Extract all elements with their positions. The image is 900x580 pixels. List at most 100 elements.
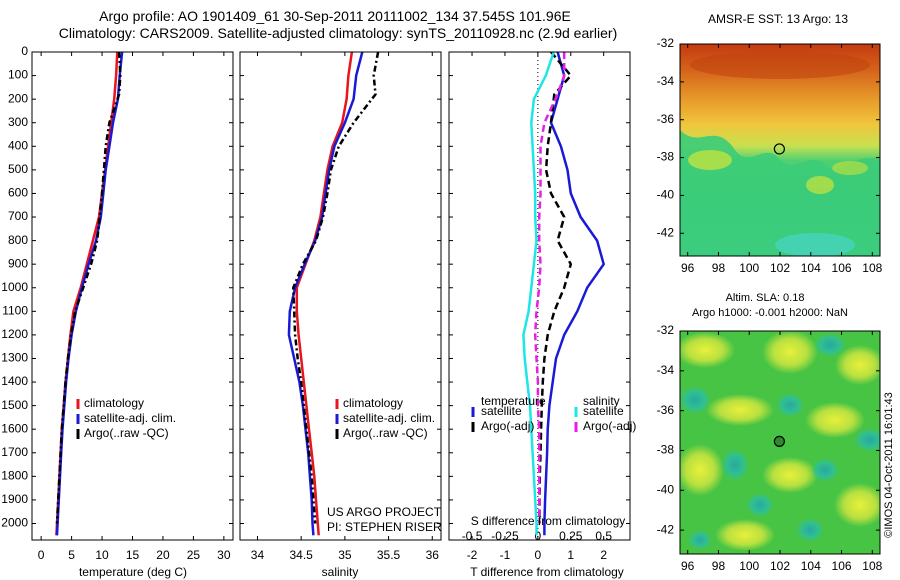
lon-tick-label: 102 <box>770 261 790 275</box>
header-line-1: Argo profile: AO 1901409_61 30-Sep-2011 … <box>99 8 571 24</box>
sst-argo-marker <box>773 143 785 155</box>
x-tick-label: 35 <box>338 548 352 562</box>
lat-tick-label: -32 <box>657 323 675 337</box>
legend-satellite-adj: satellite-adj. clim. <box>343 411 435 425</box>
x-tick-label: 0 <box>535 548 542 562</box>
sla-argo-marker <box>773 435 785 448</box>
watermark: ©IMOS 04-Oct-2011 16:01:43 <box>883 392 895 537</box>
x-tick-label: 20 <box>156 548 170 562</box>
top-x-tick-label: -0.5 <box>462 529 483 543</box>
depth-tick-label: 1600 <box>1 421 28 435</box>
depth-tick-label: 1200 <box>1 327 28 341</box>
series-line-2 <box>292 52 380 524</box>
depth-tick-label: 700 <box>8 209 28 223</box>
lat-tick-label: -42 <box>657 225 675 239</box>
x-tick-label: 0 <box>38 548 45 562</box>
lon-tick-label: 100 <box>739 559 759 573</box>
depth-tick-label: 2000 <box>1 516 28 530</box>
lon-tick-label: 98 <box>712 559 726 573</box>
depth-tick-label: 1800 <box>1 469 28 483</box>
lat-tick-label: -34 <box>657 74 675 88</box>
legend-t-satellite: satellite <box>481 404 522 418</box>
depth-tick-label: 200 <box>8 91 28 105</box>
lon-tick-label: 102 <box>770 559 790 573</box>
sla-map-title-1: Altim. SLA: 0.18 <box>726 292 805 304</box>
x-tick-label: 10 <box>95 548 109 562</box>
x-tick-label: 34.5 <box>289 548 313 562</box>
lat-tick-label: -40 <box>657 482 675 496</box>
difference-xlabel: T difference from climatology <box>470 565 624 579</box>
legend-t-argo: Argo(-adj) <box>481 419 534 433</box>
sst-map-ticks: 96 98 100 102 104 106 108 -32 -34 -36 -38 -40 -42 <box>657 36 883 275</box>
lon-tick-label: 96 <box>681 261 695 275</box>
temperature-legend: climatology satellite-adj. clim. Argo(..… <box>76 396 176 440</box>
lat-tick-label: -32 <box>657 36 675 50</box>
temperature-ticks: 0100200300400500600700800900100011001200… <box>1 44 233 562</box>
salinity-panel: 34 34.5 35 35.5 36 salinity climatology sate… <box>239 51 442 579</box>
depth-tick-label: 400 <box>8 138 28 152</box>
temperature-lines <box>55 52 124 536</box>
sst-field <box>680 44 880 256</box>
legend-climatology: climatology <box>343 396 403 410</box>
sla-map: Altim. SLA: 0.18 Argo h1000: -0.001 h200… <box>657 292 883 573</box>
temperature-xlabel: temperature (deg C) <box>79 565 187 579</box>
lon-tick-label: 104 <box>801 559 821 573</box>
difference-legend: temperature satellite Argo(-adj) salinit… <box>471 394 636 433</box>
x-tick-label: 5 <box>68 548 75 562</box>
depth-tick-label: 800 <box>8 233 28 247</box>
series-line-2 <box>522 52 555 536</box>
depth-tick-label: 1300 <box>1 351 28 365</box>
series-line-1 <box>287 52 364 536</box>
legend-s-satellite: satellite <box>583 404 624 418</box>
temperature-axes-frame <box>31 51 234 541</box>
lat-tick-label: -42 <box>657 522 675 536</box>
legend-satellite-adj: satellite-adj. clim. <box>84 411 176 425</box>
series-line-1 <box>538 52 573 524</box>
lon-tick-label: 108 <box>862 261 882 275</box>
lon-tick-label: 106 <box>832 261 852 275</box>
x-tick-label: 30 <box>217 548 231 562</box>
depth-tick-label: 1100 <box>2 303 28 317</box>
legend-group-temperature: temperature <box>481 394 546 408</box>
lon-tick-label: 106 <box>832 559 852 573</box>
x-tick-label: -2 <box>467 548 478 562</box>
sla-map-title-2: Argo h1000: -0.001 h2000: NaN <box>692 307 848 319</box>
depth-tick-label: 0 <box>21 44 28 58</box>
salinity-ticks: 34 34.5 35 35.5 36 <box>240 51 441 562</box>
x-tick-label: 25 <box>187 548 201 562</box>
depth-tick-label: 1500 <box>1 398 28 412</box>
series-line-2 <box>55 52 122 524</box>
sst-map-frame <box>679 43 881 257</box>
sst-map-title: AMSR-E SST: 13 Argo: 13 <box>708 12 848 26</box>
legend-argo: Argo(..raw -QC) <box>84 426 169 440</box>
top-x-tick-label: 0.25 <box>559 529 583 543</box>
lat-tick-label: -34 <box>657 363 675 377</box>
lat-tick-label: -38 <box>657 443 675 457</box>
lat-tick-label: -36 <box>657 403 675 417</box>
depth-tick-label: 500 <box>8 162 28 176</box>
sla-map-ticks: 96 98 100 102 104 106 108 -32 -34 -36 -38 -40 -42 <box>657 323 883 573</box>
x-tick-label: 2 <box>600 548 607 562</box>
credit-project: US ARGO PROJECT <box>327 505 442 519</box>
lat-tick-label: -36 <box>657 112 675 126</box>
lon-tick-label: 98 <box>712 261 726 275</box>
header-line-2: Climatology: CARS2009. Satellite-adjuste… <box>59 25 617 41</box>
series-line-0 <box>295 52 354 536</box>
x-tick-label: 34 <box>251 548 265 562</box>
depth-tick-label: 900 <box>8 256 28 270</box>
lat-tick-label: -38 <box>657 150 675 164</box>
legend-climatology: climatology <box>84 396 144 410</box>
lon-tick-label: 96 <box>681 559 695 573</box>
top-x-tick-label: 0.5 <box>595 529 612 543</box>
sst-map: AMSR-E SST: 13 Argo: 13 96 98 100 102 104 106… <box>657 12 883 275</box>
depth-tick-label: 1400 <box>1 374 28 388</box>
x-tick-label: 35.5 <box>377 548 401 562</box>
difference-top-xlabel: S difference from climatology <box>471 514 626 528</box>
lon-tick-label: 108 <box>862 559 882 573</box>
temperature-panel: 0100200300400500600700800900100011001200… <box>1 44 234 579</box>
credit-pi: PI: STEPHEN RISER <box>327 520 442 534</box>
sla-map-frame <box>679 330 881 555</box>
depth-tick-label: 1900 <box>1 492 28 506</box>
x-tick-label: 1 <box>567 548 574 562</box>
salinity-lines <box>287 52 380 536</box>
